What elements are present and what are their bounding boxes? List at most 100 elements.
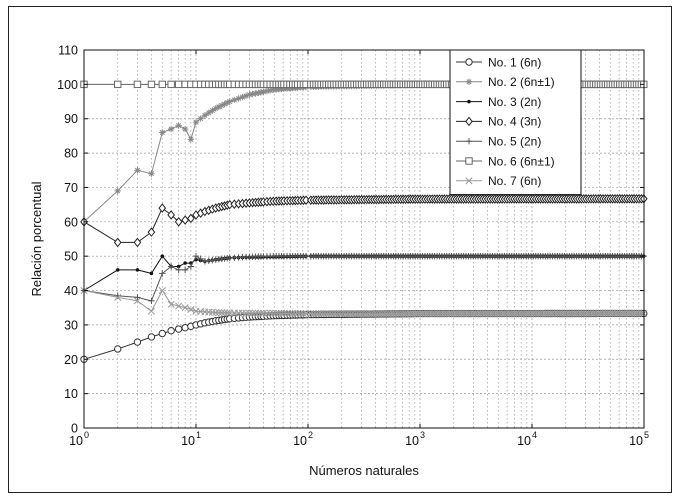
series-6-point [147, 80, 156, 89]
series-5-point [209, 256, 216, 264]
series-2-point [239, 93, 246, 101]
series-7-point [299, 309, 307, 318]
series-7-point [242, 309, 250, 317]
series-5-point [181, 266, 189, 274]
series-5-markers [80, 252, 647, 305]
series-7-point [340, 310, 348, 318]
series-5-point [187, 263, 195, 270]
series-3-point [160, 254, 165, 259]
series-1-point [167, 327, 175, 335]
legend-item: No. 7 (6n) [456, 174, 541, 188]
y-tick-label: 50 [64, 250, 78, 264]
series-2-point [267, 87, 274, 94]
legend-marker [465, 138, 473, 145]
series-2-point [224, 99, 231, 106]
series-7-point [286, 309, 294, 317]
series-2-point [249, 90, 256, 98]
series-2-point [167, 125, 175, 133]
series-2-point [260, 88, 267, 95]
series-2-point [205, 109, 212, 117]
series-7-point [147, 307, 155, 315]
series-7 [80, 286, 648, 318]
legend-label: No. 1 (6n) [488, 55, 541, 69]
series-3-point [183, 261, 187, 265]
series-2-point [252, 90, 259, 97]
series-3-point [149, 271, 154, 276]
x-tick-exponent: 4 [532, 430, 537, 440]
series-7-point [158, 286, 166, 295]
series-7-point [272, 309, 280, 317]
series-6-point [174, 80, 183, 89]
x-tick-exponent: 2 [308, 430, 313, 440]
series-7-point [263, 309, 271, 317]
legend-item: No. 3 (2n) [456, 95, 541, 109]
x-tick-exponent: 1 [196, 430, 201, 440]
series-5 [80, 252, 647, 305]
legend-label: No. 2 (6n±1) [488, 75, 555, 89]
series-2-point [235, 95, 242, 102]
series-5-point [197, 255, 204, 263]
series-7-point [167, 300, 175, 308]
legend-label: No. 7 (6n) [488, 174, 541, 188]
legend-item: No. 5 (2n) [456, 135, 541, 149]
series-7-point [181, 304, 189, 312]
legend-label: No. 4 (3n) [488, 115, 541, 129]
series-2-point [221, 100, 228, 108]
y-tick-label: 90 [64, 112, 78, 126]
figure-frame: 0 10 20 30 40 50 60 70 80 90 100 110 10 0 10 1 10 2 10 3 10 4… [8, 6, 672, 493]
series-7-point [283, 309, 291, 317]
series-7-point [355, 310, 363, 318]
series-4-point [133, 237, 142, 248]
series-1-line [83, 313, 645, 360]
series-1-point [174, 325, 183, 333]
x-tick-label: 10 1 [181, 430, 201, 448]
series-6-point [167, 80, 175, 89]
series-7-point [257, 309, 265, 317]
series-2-point [209, 107, 216, 114]
series-7-point [297, 309, 305, 318]
series-5-point [201, 258, 209, 265]
x-tick-label: 10 0 [69, 430, 89, 448]
series-4-point [181, 215, 189, 225]
series-3-line [83, 255, 644, 291]
series-7-point [259, 309, 267, 317]
series-4-point [158, 203, 167, 213]
series-7-point [277, 309, 286, 317]
series-7-point [322, 310, 330, 318]
x-tick-label: 10 2 [293, 430, 313, 448]
plot-area-border [83, 49, 645, 429]
series-7-point [291, 309, 299, 317]
series-4-point [187, 213, 195, 224]
series-2-point [192, 118, 200, 126]
series-5-point [148, 297, 155, 305]
series-2-point [201, 112, 209, 119]
x-tick-label: 10 5 [629, 430, 649, 448]
legend-marker [465, 116, 473, 127]
series-3-point [135, 268, 140, 272]
series-2-point [148, 170, 155, 177]
series-2-point [159, 129, 166, 136]
series-2-point [134, 167, 141, 174]
x-tick-label: 10 4 [517, 430, 537, 448]
series-4 [80, 193, 648, 248]
legend-label: No. 5 (2n) [488, 135, 541, 149]
series-2-point [197, 115, 204, 122]
series-2-point [181, 125, 189, 133]
series-6-point [133, 80, 142, 89]
series-4-point [167, 210, 175, 220]
y-tick-label: 60 [64, 215, 78, 229]
series-7-point [280, 309, 288, 317]
x-tick-exponent: 5 [644, 430, 649, 440]
series-2-point [218, 102, 226, 109]
series-7-point [327, 310, 335, 318]
series-4-point [174, 217, 183, 227]
x-tick-base: 10 [629, 434, 643, 448]
series-4-point [113, 237, 122, 248]
y-tick-label: 0 [71, 422, 78, 436]
x-tick-base: 10 [69, 434, 83, 448]
x-tick-exponent: 3 [420, 430, 425, 440]
series-2-point [255, 89, 262, 97]
legend-marker [465, 78, 473, 85]
series-2-point [114, 187, 121, 195]
